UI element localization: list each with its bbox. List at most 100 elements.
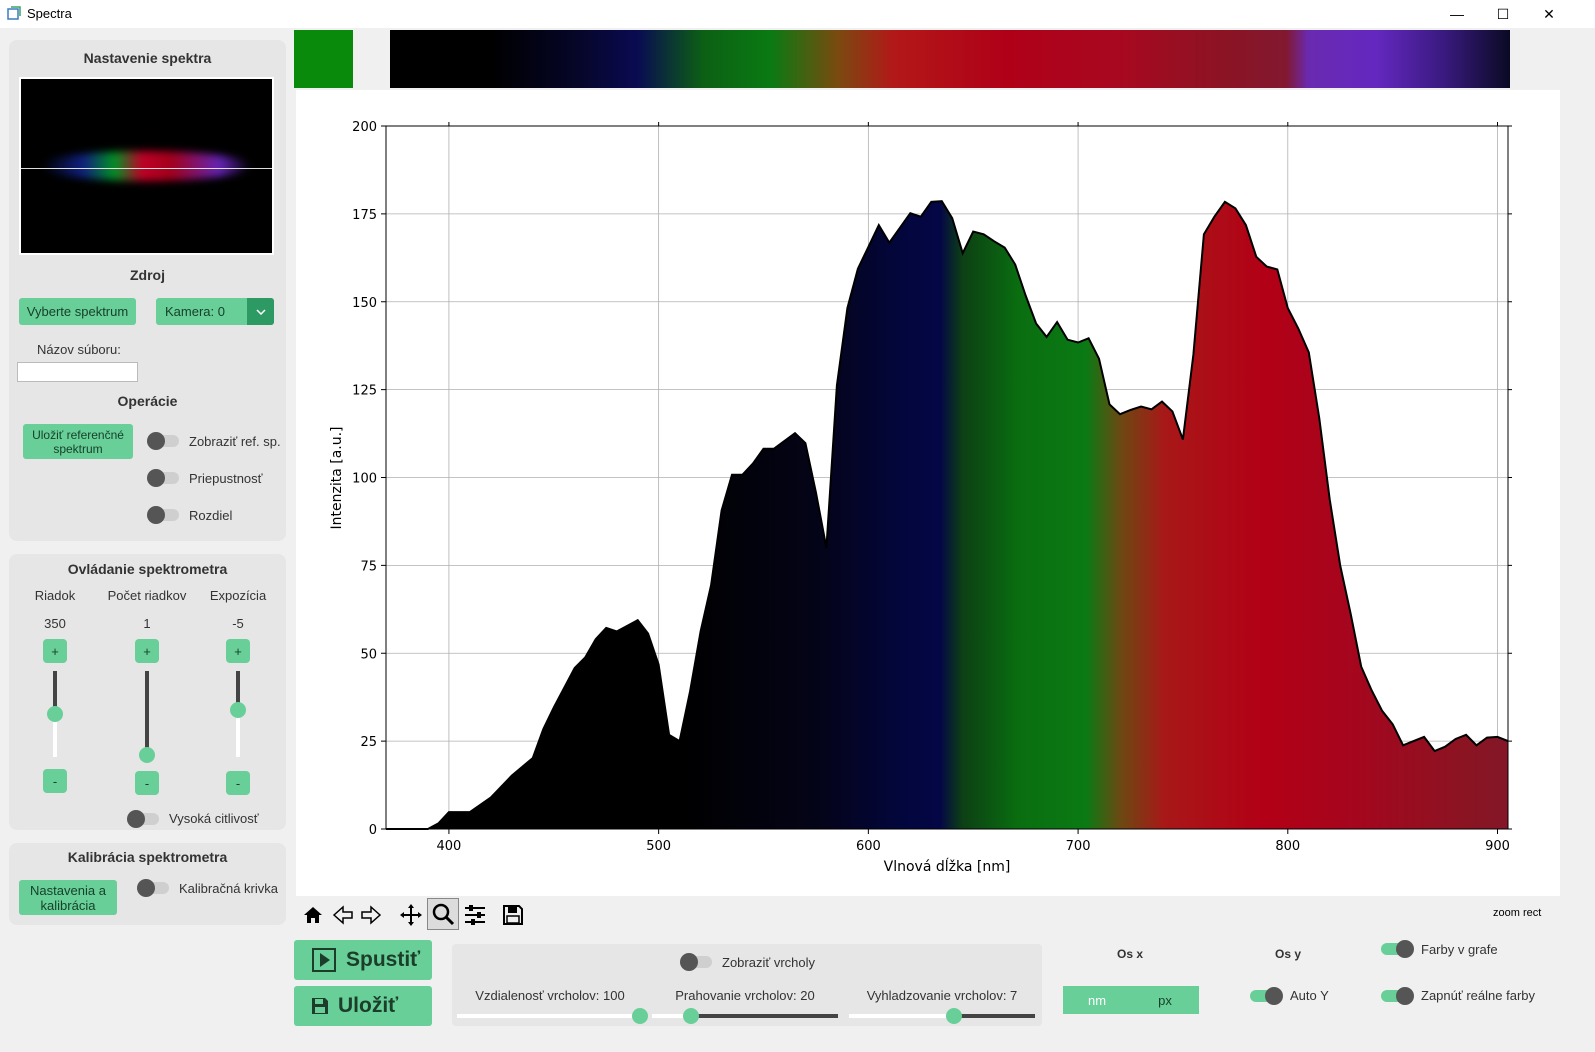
row-count-value: 1 xyxy=(143,616,151,631)
calibration-curve-label: Kalibračná krivka xyxy=(179,881,278,896)
transmittance-label: Priepustnosť xyxy=(189,471,263,486)
spectrum-area xyxy=(386,201,1508,829)
show-reference-label: Zobraziť ref. sp. xyxy=(189,434,281,449)
y-tick-label: 25 xyxy=(360,735,377,750)
selected-color-swatch xyxy=(294,30,353,88)
source-title: Zdroj xyxy=(130,267,165,283)
row-label: Riadok xyxy=(34,588,76,603)
row-plus-button[interactable]: + xyxy=(43,639,67,663)
title-bar xyxy=(0,0,1595,28)
toolbar-mode-text: zoom rect xyxy=(1493,907,1542,919)
exposure-plus-button[interactable]: + xyxy=(226,639,250,663)
close-button[interactable]: ✕ xyxy=(1543,5,1555,22)
row-slider-knob[interactable] xyxy=(47,706,63,722)
y-tick-label: 0 xyxy=(369,823,377,838)
exposure-slider-knob[interactable] xyxy=(230,702,246,718)
peak-distance-label: Vzdialenosť vrcholov: 100 xyxy=(475,988,625,1003)
transmittance-toggle[interactable] xyxy=(147,469,179,487)
colors-in-chart-label: Farby v grafe xyxy=(1421,942,1498,957)
save-icon xyxy=(312,998,328,1014)
chevron-down-icon[interactable] xyxy=(247,298,274,325)
x-tick-label: 700 xyxy=(1066,839,1091,854)
axis-x-option-nm[interactable]: nm xyxy=(1087,992,1107,1008)
peak-distance-slider[interactable] xyxy=(457,1014,643,1018)
calibration-curve-toggle[interactable] xyxy=(137,879,169,897)
forward-icon[interactable] xyxy=(356,900,386,930)
peak-threshold-slider-fill xyxy=(652,1014,690,1018)
peak-smoothing-label: Vyhladzovanie vrcholov: 7 xyxy=(866,988,1018,1003)
high-sensitivity-label: Vysoká citlivosť xyxy=(169,811,259,826)
spectrum-color-strip xyxy=(390,30,1510,88)
spectrum-chart-area[interactable]: 400 500 600 700 800 900 0 25 50 75 100 125 150 175 200… xyxy=(296,90,1560,896)
x-tick-label: 600 xyxy=(856,839,881,854)
maximize-button[interactable]: ☐ xyxy=(1496,5,1510,22)
row-count-minus-button[interactable]: - xyxy=(135,771,159,795)
spectrum-setup-title: Nastavenie spektra xyxy=(83,50,212,66)
camera-select-value: Kamera: 0 xyxy=(165,304,225,319)
axis-y-label: Os y xyxy=(1274,947,1301,961)
y-tick-label: 175 xyxy=(352,208,377,223)
save-figure-icon[interactable] xyxy=(498,900,528,930)
axis-x-unit-selector[interactable]: nm px xyxy=(1063,986,1199,1014)
real-colors-toggle[interactable] xyxy=(1381,987,1414,1005)
y-tick-label: 75 xyxy=(360,559,377,574)
peak-smoothing-slider-fill xyxy=(849,1014,953,1018)
exposure-slider-fill xyxy=(236,710,240,757)
peak-distance-slider-fill xyxy=(457,1014,640,1018)
real-colors-label: Zapnúť reálne farby xyxy=(1421,988,1535,1003)
difference-toggle[interactable] xyxy=(147,506,179,524)
y-axis-label: Intenzita [a.u.] xyxy=(329,426,345,529)
y-tick-label: 200 xyxy=(352,120,377,135)
window-title: Spectra xyxy=(27,6,72,21)
spectrum-chart[interactable]: 400 500 600 700 800 900 0 25 50 75 100 125 150 175 200… xyxy=(296,90,1560,896)
camera-preview xyxy=(19,77,274,255)
peak-distance-slider-knob[interactable] xyxy=(632,1008,648,1024)
show-peaks-label: Zobraziť vrcholy xyxy=(722,955,816,970)
configure-subplots-icon[interactable] xyxy=(460,900,490,930)
operations-title: Operácie xyxy=(117,393,178,409)
axis-x-option-px[interactable]: px xyxy=(1158,992,1172,1008)
auto-y-toggle[interactable] xyxy=(1250,987,1283,1005)
app-icon xyxy=(7,6,21,20)
colors-in-chart-toggle[interactable] xyxy=(1381,940,1414,958)
save-reference-button[interactable]: Uložiť referenčné spektrum xyxy=(23,424,133,459)
row-count-slider[interactable] xyxy=(145,671,149,757)
peak-smoothing-slider-knob[interactable] xyxy=(946,1008,962,1024)
spectrum-line xyxy=(386,200,1509,830)
save-button-label: Uložiť xyxy=(338,994,399,1017)
select-spectrum-button[interactable]: Vyberte spektrum xyxy=(19,298,136,325)
row-count-plus-button[interactable]: + xyxy=(135,639,159,663)
high-sensitivity-toggle[interactable] xyxy=(127,810,159,828)
auto-y-label: Auto Y xyxy=(1290,988,1329,1003)
peak-smoothing-slider[interactable] xyxy=(849,1014,1035,1018)
x-tick-label: 500 xyxy=(646,839,671,854)
y-tick-label: 50 xyxy=(360,647,377,662)
exposure-minus-button[interactable]: - xyxy=(226,771,250,795)
save-button[interactable]: Uložiť xyxy=(294,986,432,1026)
calibration-settings-button[interactable]: Nastavenia a kalibrácia xyxy=(19,880,117,915)
zoom-icon[interactable] xyxy=(427,898,459,930)
start-button[interactable]: Spustiť xyxy=(294,940,432,980)
y-tick-label: 100 xyxy=(352,472,377,487)
x-tick-label: 400 xyxy=(437,839,462,854)
peak-threshold-slider[interactable] xyxy=(652,1014,838,1018)
preview-spectrum-band xyxy=(41,151,251,181)
axis-x-label: Os x xyxy=(1116,947,1143,961)
row-minus-button[interactable]: - xyxy=(43,769,67,793)
show-reference-toggle[interactable] xyxy=(147,432,179,450)
x-axis-label: Vlnová dĺžka [nm] xyxy=(884,857,1011,875)
x-tick-label: 900 xyxy=(1485,839,1510,854)
y-tick-label: 125 xyxy=(352,384,377,399)
peak-threshold-slider-knob[interactable] xyxy=(683,1008,699,1024)
chart-ticks: 400 500 600 700 800 900 0 25 50 75 100 125 150 175 200 xyxy=(352,120,1512,854)
home-icon[interactable] xyxy=(298,900,328,930)
show-peaks-toggle[interactable] xyxy=(680,953,712,971)
row-count-slider-knob[interactable] xyxy=(139,747,155,763)
back-icon[interactable] xyxy=(328,900,358,930)
minimize-button[interactable]: — xyxy=(1450,6,1464,22)
spectrometer-control-title: Ovládanie spektrometra xyxy=(67,561,228,577)
filename-label: Názov súboru: xyxy=(37,342,121,357)
row-slider-fill xyxy=(53,714,57,757)
pan-icon[interactable] xyxy=(396,900,426,930)
filename-input[interactable] xyxy=(17,362,138,382)
